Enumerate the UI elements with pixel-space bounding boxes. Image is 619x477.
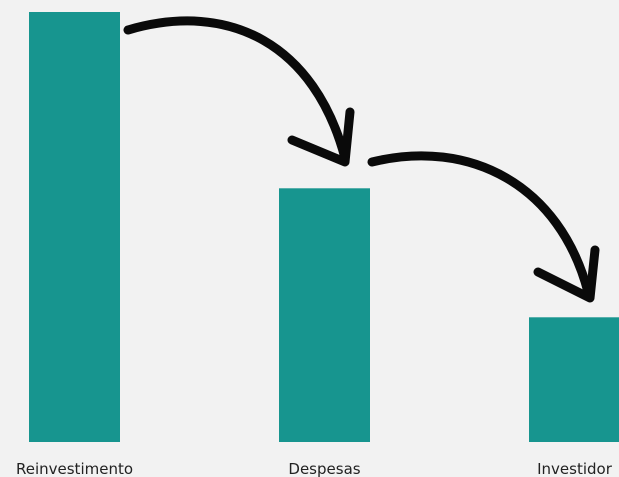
arrow-shaft [123,16,350,163]
arrow-shaft [367,151,593,297]
category-labels-group: Reinvestimento Despesas Investidor [16,460,613,477]
bars-group [29,12,619,442]
category-label-investidor: Investidor [537,460,613,477]
bar-reinvestimento [29,12,120,442]
category-label-reinvestimento: Reinvestimento [16,460,133,477]
category-label-despesas: Despesas [288,460,360,477]
arrows-group [123,16,600,303]
flow-arrow-despesas-to-investidor [367,151,600,303]
bar-despesas [279,188,370,442]
flow-arrow-reinvestimento-to-despesas [123,16,355,167]
arrow-head [287,107,355,167]
bar-investidor [529,317,619,442]
arrow-head [533,245,600,303]
